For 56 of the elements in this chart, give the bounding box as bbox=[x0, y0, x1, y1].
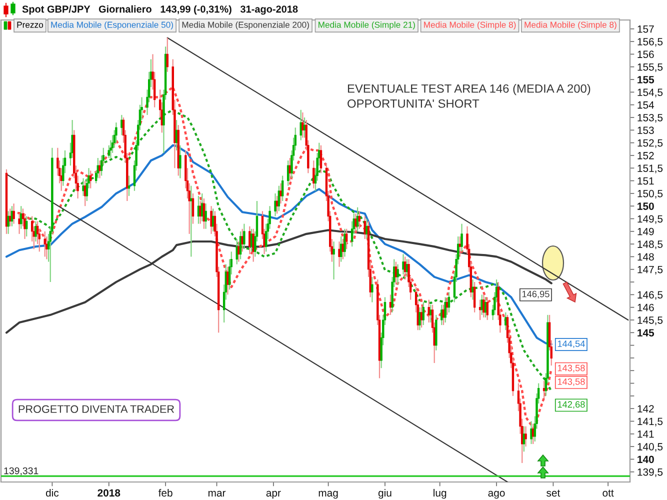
y-tick-label: 155 bbox=[638, 76, 654, 84]
y-tick-label: 152 bbox=[638, 152, 654, 160]
y-tick-label: 155,5 bbox=[638, 63, 663, 72]
data-label: 143,58 bbox=[558, 364, 585, 372]
annotation: EVENTUALE TEST AREA 146 (MEDIA A 200) OPPORTUNITA' SHORT bbox=[348, 84, 590, 108]
data-label: 142,68 bbox=[558, 401, 585, 409]
y-tick-label: 141,5 bbox=[638, 418, 663, 426]
y-tick-label: 150 bbox=[638, 202, 654, 210]
x-tick-label: 2018 bbox=[98, 489, 120, 497]
legend-label: Prezzo bbox=[17, 22, 44, 28]
x-tick-label: set bbox=[546, 490, 560, 497]
x-tick-label: mar bbox=[208, 490, 226, 497]
y-tick-label: 149 bbox=[638, 228, 654, 236]
y-tick-label: 153 bbox=[638, 126, 654, 134]
y-tick-label: 149,5 bbox=[638, 215, 663, 224]
data-label: 143,58 bbox=[558, 378, 585, 386]
y-tick-label: 148,5 bbox=[638, 240, 663, 250]
y-tick-label: 154 bbox=[638, 101, 654, 109]
y-tick-label: 146,5 bbox=[638, 291, 663, 300]
annotation: PROGETTO DIVENTA TRADER bbox=[18, 405, 174, 413]
x-tick-label: feb bbox=[158, 488, 172, 497]
x-tick-label: apr bbox=[266, 490, 281, 499]
data-label: 146,95 bbox=[522, 290, 550, 298]
y-tick-label: 150,5 bbox=[638, 190, 663, 199]
x-tick-label: ott bbox=[602, 490, 614, 497]
y-tick-label: 156,5 bbox=[638, 38, 663, 47]
text: Media Mobile (Simple 8) bbox=[424, 21, 516, 30]
y-tick-label: 153,5 bbox=[638, 114, 663, 123]
text: Media Mobile (Esponenziale 50) bbox=[51, 21, 173, 30]
y-tick-label: 148 bbox=[638, 253, 654, 261]
text: Media Mobile (Simple 8) bbox=[524, 21, 616, 30]
x-tick-label: mag bbox=[318, 490, 338, 499]
y-tick-label: 139,5 bbox=[638, 468, 663, 477]
x-tick-label: ago bbox=[488, 490, 505, 499]
y-tick-label: 156 bbox=[638, 50, 654, 58]
x-tick-label: dic bbox=[46, 488, 59, 497]
x-tick-label: giu bbox=[378, 488, 392, 499]
y-tick-label: 140 bbox=[638, 456, 654, 464]
x-tick-label: lug bbox=[434, 488, 446, 499]
text: Media Mobile (Esponenziale 200) bbox=[182, 21, 309, 30]
y-tick-label: 146 bbox=[638, 304, 654, 312]
y-tick-label: 154,5 bbox=[638, 88, 663, 98]
y-tick-label: 157 bbox=[638, 25, 654, 33]
y-tick-label: 151,5 bbox=[638, 164, 663, 174]
y-tick-label: 140,5 bbox=[638, 443, 663, 452]
y-tick-label: 145 bbox=[638, 329, 654, 337]
y-tick-label: 141 bbox=[638, 430, 654, 438]
y-tick-label: 142 bbox=[638, 405, 654, 412]
y-tick-label: 147,5 bbox=[638, 266, 663, 274]
chart-title: Spot GBP/JPY Giornaliero 143,99 (-0,31%) 31-ago-2018 bbox=[22, 5, 298, 15]
y-tick-label: 151 bbox=[638, 177, 654, 185]
ref-line-label: 139,331 bbox=[4, 467, 38, 476]
data-label: 144,54 bbox=[558, 340, 585, 348]
y-tick-label: 145,5 bbox=[638, 316, 663, 326]
y-tick-label: 152,5 bbox=[638, 139, 663, 148]
text: Media Mobile (Simple 21) bbox=[318, 21, 415, 30]
